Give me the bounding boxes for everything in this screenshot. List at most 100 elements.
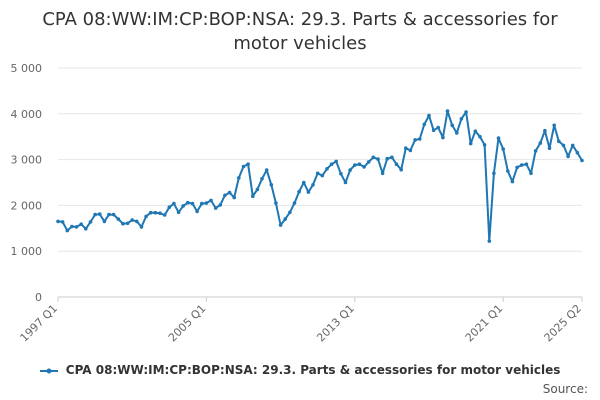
data-point [385,156,390,161]
data-point [431,128,436,133]
data-point [111,212,116,217]
x-tick-label: 1997 Q1 [18,302,61,345]
data-point [519,163,524,167]
data-point [580,158,584,163]
y-tick-label: 3 000 [11,154,43,167]
data-point [482,143,487,147]
data-point [144,214,148,219]
y-tick-label: 2 000 [11,199,43,212]
data-point [260,177,264,181]
y-tick-label: 4 000 [11,108,43,121]
data-point [390,155,394,160]
data-point [306,190,311,194]
y-tick-label: 1 000 [11,245,43,258]
data-point [376,157,380,161]
data-point [566,154,570,159]
data-point [343,180,348,185]
data-point [251,194,255,198]
data-point [506,169,510,173]
data-point [543,128,547,133]
data-point [148,210,153,215]
y-tick-label: 5 000 [11,62,43,75]
data-point [186,200,190,205]
data-point [135,219,139,224]
data-point [264,168,269,172]
data-point [538,141,543,145]
data-point [65,228,70,233]
data-point [408,148,413,153]
data-point [348,168,352,172]
data-point [274,201,278,205]
data-point [334,159,339,164]
data-point [172,201,176,206]
series-line [57,110,583,243]
data-point [468,141,473,146]
data-point [93,212,97,217]
data-point [339,172,343,176]
data-point [487,239,492,243]
data-point [213,206,218,210]
data-point [436,125,441,130]
data-point [417,137,422,141]
data-point [413,138,417,142]
data-point [404,146,408,150]
data-point [209,198,213,203]
data-point [60,220,65,224]
data-point [547,146,552,150]
x-tick-label: 2013 Q1 [314,302,357,345]
data-point [362,165,366,169]
data-point [107,212,111,217]
data-point [288,210,292,215]
legend[interactable]: CPA 08:WW:IM:CP:BOP:NSA: 29.3. Parts & a… [0,363,600,377]
data-point [218,203,223,207]
data-point [195,209,199,214]
x-tick-label: 2005 Q1 [166,302,209,345]
data-point [97,212,102,216]
data-point [311,183,315,187]
data-point [394,162,399,166]
x-tick-label: 2025 Q2 [542,302,585,345]
data-point [223,193,227,198]
data-point [366,160,371,164]
data-point [227,190,232,195]
data-point [116,217,121,221]
data-point [56,219,60,224]
data-point [88,220,93,224]
data-point [70,224,74,229]
data-point [552,123,556,128]
data-point [139,225,144,229]
data-point [190,201,195,206]
data-point [292,201,297,205]
data-point [353,163,357,167]
data-point [162,213,167,217]
data-point [237,176,241,180]
data-point [496,136,501,140]
data-point [445,109,450,113]
data-point [464,110,468,114]
data-point [501,147,506,151]
data-point [125,221,130,226]
data-point [181,204,185,208]
data-point [422,122,427,127]
data-point [510,179,515,184]
data-point [399,167,404,172]
data-point [153,210,158,215]
data-point [320,173,325,178]
data-point [524,162,529,166]
data-point [121,221,125,226]
data-point [557,139,561,144]
data-point [561,143,566,148]
data-point [570,143,575,148]
data-point [515,165,519,170]
data-point [255,187,260,192]
data-point [371,155,376,160]
grid-lines [58,67,582,252]
data-point [533,149,538,153]
source-label: Source: [542,382,588,396]
data-point [269,183,274,187]
chart-title: CPA 08:WW:IM:CP:BOP:NSA: 29.3. Parts & a… [42,9,558,54]
legend-swatch [39,368,58,373]
data-point [79,222,83,226]
data-point [278,223,283,227]
data-point [283,217,288,221]
